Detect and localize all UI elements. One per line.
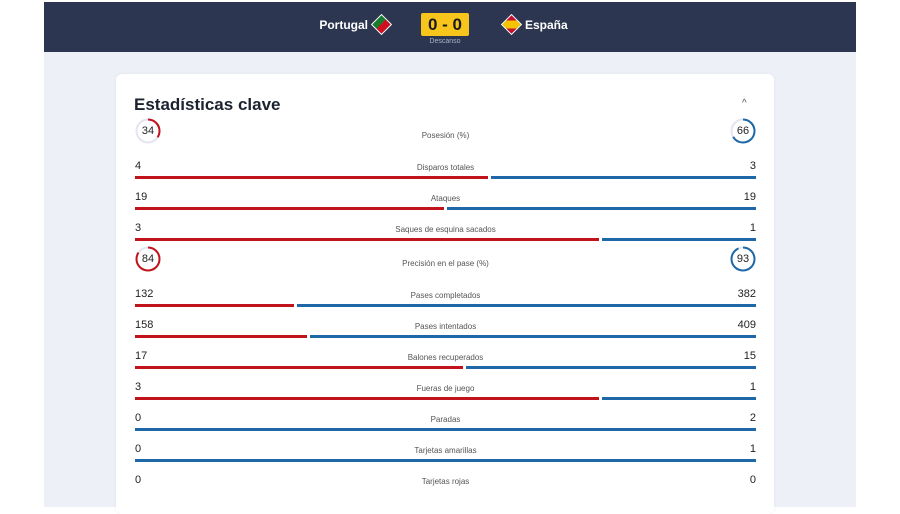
away-value: 3 bbox=[749, 160, 756, 172]
comparison-bar bbox=[135, 304, 756, 307]
stat-row: 84 93 Precisión en el pase (%) bbox=[135, 246, 756, 286]
away-value: 1 bbox=[749, 222, 756, 234]
home-bar bbox=[135, 335, 308, 338]
away-value: 15 bbox=[743, 350, 756, 362]
away-ring-gauge: 93 bbox=[730, 246, 756, 272]
home-bar bbox=[135, 397, 599, 400]
home-value: 3 bbox=[135, 381, 142, 393]
away-ring-gauge: 66 bbox=[730, 118, 756, 144]
score-badge: 0 - 0 bbox=[421, 13, 469, 36]
away-value: 1 bbox=[749, 443, 756, 455]
away-bar bbox=[447, 207, 756, 210]
away-bar bbox=[310, 335, 756, 338]
stat-row: 158 409 Pases intentados bbox=[135, 319, 756, 349]
away-bar bbox=[135, 459, 756, 462]
home-value: 0 bbox=[135, 412, 142, 424]
card-title: Estadísticas clave bbox=[134, 95, 281, 114]
stat-label: Saques de esquina sacados bbox=[395, 225, 496, 234]
away-team[interactable]: España bbox=[500, 13, 568, 36]
away-bar bbox=[491, 176, 756, 179]
comparison-bar bbox=[135, 335, 756, 338]
comparison-bar bbox=[135, 238, 756, 241]
away-value: 409 bbox=[737, 319, 756, 331]
home-bar bbox=[135, 304, 294, 307]
stat-row: 0 1 Tarjetas amarillas bbox=[135, 443, 756, 473]
away-value: 19 bbox=[743, 191, 756, 203]
comparison-bar bbox=[135, 366, 756, 369]
home-value: 3 bbox=[135, 222, 142, 234]
stat-label: Ataques bbox=[430, 194, 461, 203]
away-value: 0 bbox=[749, 474, 756, 486]
home-value: 158 bbox=[135, 319, 154, 331]
stat-row: 4 3 Disparos totales bbox=[135, 160, 756, 190]
stat-label: Paradas bbox=[430, 415, 461, 424]
stat-row: 132 382 Pases completados bbox=[135, 288, 756, 318]
home-ring-gauge: 84 bbox=[135, 246, 161, 272]
away-bar bbox=[601, 238, 756, 241]
away-bar bbox=[135, 428, 756, 431]
away-team-name: España bbox=[525, 17, 568, 32]
stat-label: Pases intentados bbox=[414, 322, 477, 331]
stat-label: Balones recuperados bbox=[407, 353, 484, 362]
home-value: 0 bbox=[135, 443, 142, 455]
home-value: 19 bbox=[135, 191, 148, 203]
home-bar bbox=[135, 207, 444, 210]
stat-label: Posesión (%) bbox=[421, 131, 470, 140]
away-value: 1 bbox=[749, 381, 756, 393]
away-value: 2 bbox=[749, 412, 756, 424]
home-value: 34 bbox=[141, 125, 155, 137]
home-bar bbox=[135, 366, 464, 369]
home-ring-gauge: 34 bbox=[135, 118, 161, 144]
home-bar bbox=[135, 176, 489, 179]
home-value: 132 bbox=[135, 288, 154, 300]
away-bar bbox=[466, 366, 756, 369]
stat-row: 0 2 Paradas bbox=[135, 412, 756, 442]
home-team-name: Portugal bbox=[319, 17, 368, 32]
chevron-up-icon[interactable]: ^ bbox=[742, 98, 747, 109]
home-team[interactable]: Portugal bbox=[319, 13, 393, 36]
away-bar bbox=[601, 397, 756, 400]
stat-label: Precisión en el pase (%) bbox=[402, 259, 489, 268]
match-header: Portugal 0 - 0 Descanso España bbox=[44, 2, 856, 52]
home-value: 0 bbox=[135, 474, 142, 486]
away-bar bbox=[296, 304, 756, 307]
home-value: 17 bbox=[135, 350, 148, 362]
stat-row: 34 66 Posesión (%) bbox=[135, 118, 756, 158]
stat-label: Disparos totales bbox=[416, 163, 475, 172]
away-value: 66 bbox=[736, 125, 750, 137]
stat-label: Tarjetas amarillas bbox=[414, 446, 477, 455]
stat-row: 17 15 Balones recuperados bbox=[135, 350, 756, 380]
away-value: 93 bbox=[736, 253, 750, 265]
away-value: 382 bbox=[737, 288, 756, 300]
match-panel: Portugal 0 - 0 Descanso España Estadísti… bbox=[44, 2, 856, 514]
comparison-bar bbox=[135, 459, 756, 462]
stat-label: Pases completados bbox=[410, 291, 481, 300]
stat-label: Tarjetas rojas bbox=[421, 477, 470, 486]
comparison-bar bbox=[135, 176, 756, 179]
key-stats-card: Estadísticas clave ^ 34 66 Posesión (%) 4 3 D… bbox=[116, 74, 774, 514]
comparison-bar bbox=[135, 207, 756, 210]
spain-flag-icon bbox=[500, 13, 523, 36]
stat-row: 19 19 Ataques bbox=[135, 191, 756, 221]
match-status: Descanso bbox=[429, 38, 461, 45]
home-value: 84 bbox=[141, 253, 155, 265]
comparison-bar bbox=[135, 428, 756, 431]
portugal-flag-icon bbox=[370, 13, 393, 36]
home-bar bbox=[135, 238, 599, 241]
stat-row: 3 1 Saques de esquina sacados bbox=[135, 222, 756, 252]
stat-row: 0 0 Tarjetas rojas bbox=[135, 474, 756, 504]
comparison-bar bbox=[135, 397, 756, 400]
home-value: 4 bbox=[135, 160, 142, 172]
stat-label: Fueras de juego bbox=[416, 384, 475, 393]
stat-row: 3 1 Fueras de juego bbox=[135, 381, 756, 411]
